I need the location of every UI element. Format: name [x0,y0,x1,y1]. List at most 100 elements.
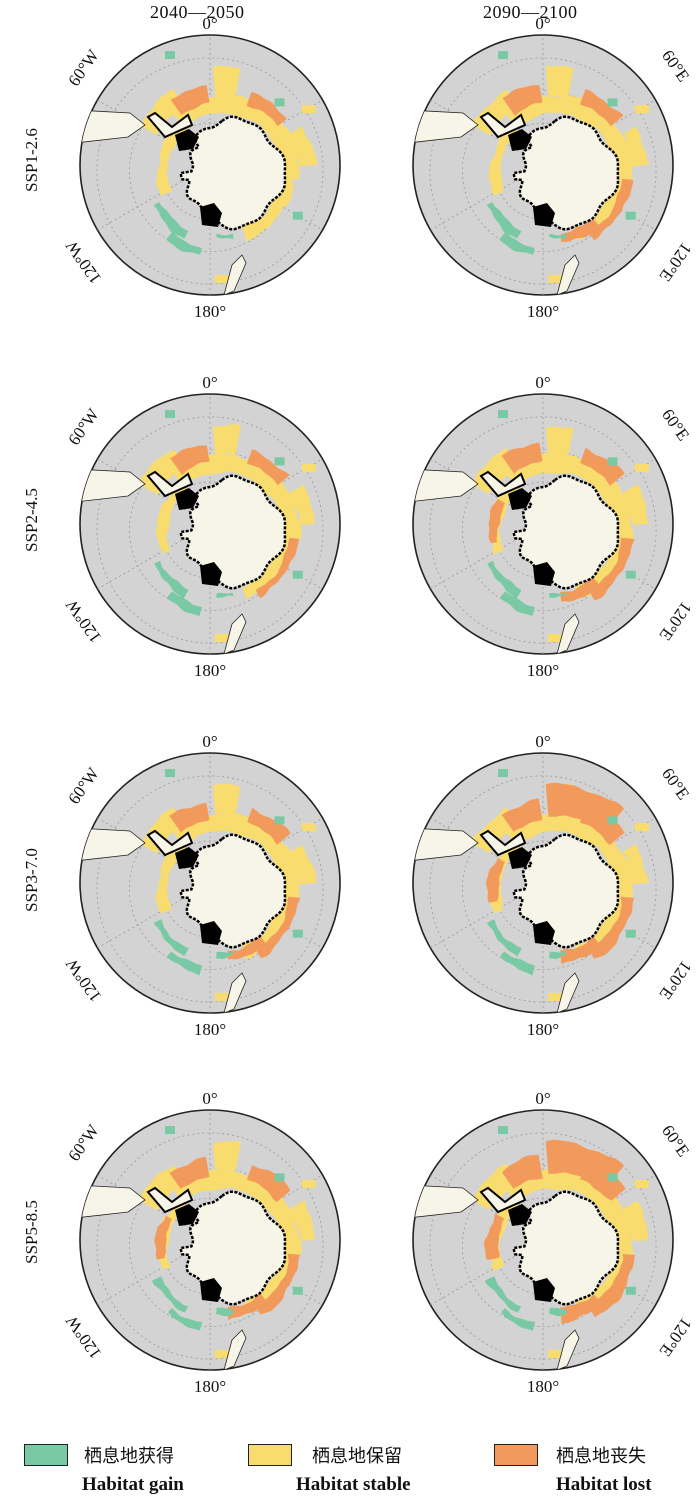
south-america-land [413,109,479,144]
ross-ice-shelf [533,1278,555,1302]
habitat-gain-area [167,951,202,976]
habitat-lost-area [169,1156,210,1189]
habitat-lost-area [501,798,543,832]
habitat-stable-area [622,844,649,885]
map-grid: 0° 180° 60°W 120°W 0° 180° 60°E 120°E 0° 180° 60°W… [61,14,696,1396]
label-120w: 120°W [61,1311,105,1362]
map-panel-r4-c2: 0° 180° 60°E 120°E [412,1089,696,1396]
label-60w: 60°W [64,1120,103,1164]
new-zealand-land [223,1329,247,1370]
antarctic-peninsula [146,470,194,498]
ross-ice-shelf [200,921,222,945]
habitat-patch [164,410,175,419]
habitat-lost-area [588,537,635,601]
habitat-patch [274,1173,285,1182]
habitat-patch [292,570,303,579]
habitat-lost-area [588,178,633,241]
label-120e: 120°E [655,598,695,644]
habitat-lost-area [560,935,602,965]
habitat-lost-area [579,89,624,127]
label-180deg: 180° [194,661,226,680]
south-america-land [80,109,146,144]
legend-label-stable-en: Habitat stable [296,1474,411,1495]
habitat-lost-area [488,498,506,544]
habitat-lost-area [589,1253,636,1318]
antarctica-land [179,833,287,949]
habitat-patch [292,929,303,938]
habitat-lost-area [227,1292,269,1320]
habitat-stable-area [212,783,241,815]
label-0deg: 0° [535,732,550,751]
habitat-patch [274,816,285,825]
habitat-patch [634,1180,649,1189]
new-zealand-land [556,613,580,654]
habitat-gain-area [501,1308,536,1331]
habitat-patch [497,51,508,60]
map-panel-r2-c2: 0° 180° 60°E 120°E [412,373,696,680]
label-60w: 60°W [64,763,103,807]
map-panel-r3-c1: 0° 180° 60°W 120°W [61,732,341,1039]
habitat-stable-area [290,126,318,167]
habitat-stable-area [290,845,317,885]
antarctic-peninsula [146,1186,194,1214]
habitat-patch [607,98,618,107]
ronne-ice-shelf [508,129,532,151]
label-0deg: 0° [202,1089,217,1108]
label-180deg: 180° [527,302,559,321]
habitat-patch [301,823,316,832]
label-60e: 60°E [658,1121,693,1160]
habitat-lost-area [560,577,603,602]
habitat-patch [274,457,285,466]
habitat-gain-area [549,592,567,598]
label-180deg: 180° [527,661,559,680]
label-0deg: 0° [202,732,217,751]
habitat-patch [634,823,649,832]
new-zealand-land [556,254,580,295]
ross-ice-shelf [533,203,555,227]
habitat-gain-area [154,560,189,599]
label-60e: 60°E [658,405,693,444]
label-60e: 60°E [658,764,693,803]
column-title-right: 2090—2100 [483,2,578,22]
antarctic-peninsula [479,829,527,857]
habitat-patch [634,464,649,473]
habitat-patch [214,633,229,642]
habitat-lost-area [246,449,290,486]
habitat-lost-area [255,896,301,959]
ross-ice-shelf [200,203,222,227]
habitat-gain-area [485,1276,522,1313]
habitat-lost-area [588,896,635,959]
habitat-gain-area [153,919,189,957]
habitat-patch [164,1126,175,1135]
new-zealand-land [556,1329,580,1370]
south-america-land [80,827,146,862]
habitat-lost-area [560,1294,603,1325]
habitat-stable-area [212,1141,241,1172]
habitat-stable-area [622,484,649,526]
habitat-lost-area [246,92,287,127]
map-panel-r1-c1: 0° 180° 60°W 120°W [61,14,341,321]
habitat-lost-area [486,857,506,903]
habitat-stable-area [288,1200,315,1242]
habitat-gain-area [486,202,522,239]
habitat-lost-area [169,802,210,833]
habitat-gain-area [549,233,567,239]
habitat-lost-area [484,1213,505,1260]
south-america-land [80,1184,146,1219]
habitat-stable-area [212,65,241,97]
antarctica-land [512,474,620,590]
antarctica-land [179,115,287,231]
latitude-circle [96,775,324,1003]
habitat-patch [625,1286,636,1295]
label-0deg: 0° [202,14,217,33]
habitat-lost-area [501,442,543,474]
habitat-stable-area [488,122,521,196]
ronne-ice-shelf [175,847,199,869]
habitat-stable-area [212,424,241,456]
label-0deg: 0° [535,1089,550,1108]
label-180deg: 180° [527,1020,559,1039]
habitat-stable-area [545,426,574,455]
antarctic-peninsula [479,470,527,498]
habitat-gain-area [152,1276,189,1313]
legend-label-lost-cn: 栖息地丧失 [556,1446,646,1467]
